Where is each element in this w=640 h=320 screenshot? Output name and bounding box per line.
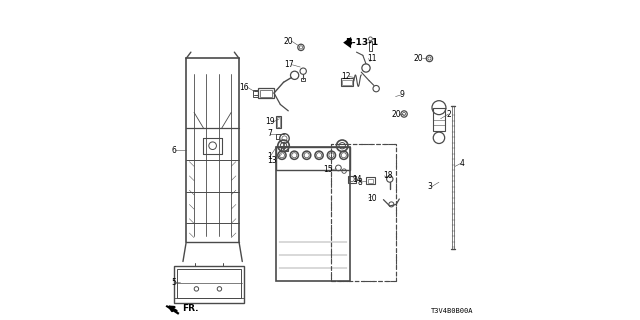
Text: 12: 12 xyxy=(341,72,351,81)
Text: 16: 16 xyxy=(239,83,248,92)
Bar xyxy=(342,80,352,85)
Text: 14: 14 xyxy=(353,174,362,184)
Text: 7: 7 xyxy=(267,129,272,138)
Bar xyxy=(177,269,241,298)
Bar xyxy=(174,266,244,303)
Bar xyxy=(276,117,280,127)
Bar xyxy=(366,178,375,184)
Bar xyxy=(258,88,274,98)
Text: 20: 20 xyxy=(284,36,293,45)
Bar xyxy=(340,78,353,86)
Bar xyxy=(282,146,287,151)
Polygon shape xyxy=(343,37,351,48)
Text: FR.: FR. xyxy=(182,304,198,313)
Text: 9: 9 xyxy=(399,91,404,100)
Bar xyxy=(331,144,396,281)
Bar xyxy=(276,116,282,128)
Text: 15: 15 xyxy=(324,165,333,174)
Bar xyxy=(276,147,350,281)
Text: 5: 5 xyxy=(172,278,177,287)
Text: 20: 20 xyxy=(391,109,401,118)
Bar xyxy=(369,41,372,51)
Bar xyxy=(301,78,305,81)
Text: B-13-1: B-13-1 xyxy=(345,38,378,47)
Text: 3: 3 xyxy=(428,182,433,191)
Text: 19: 19 xyxy=(266,117,275,126)
Bar xyxy=(331,144,396,281)
Bar xyxy=(348,176,356,183)
Bar xyxy=(433,108,445,132)
Text: 18: 18 xyxy=(383,172,392,180)
Polygon shape xyxy=(166,305,179,315)
Text: 13: 13 xyxy=(268,156,277,164)
Text: 10: 10 xyxy=(367,194,376,203)
Text: 1: 1 xyxy=(267,152,271,161)
Text: 11: 11 xyxy=(367,54,376,63)
Text: T3V4B0B00A: T3V4B0B00A xyxy=(431,308,474,314)
Bar xyxy=(260,90,273,97)
Text: 8: 8 xyxy=(357,178,362,187)
Bar xyxy=(276,147,350,170)
Bar xyxy=(367,179,373,183)
Text: 4: 4 xyxy=(460,159,465,168)
Text: 20: 20 xyxy=(413,54,423,63)
Text: 6: 6 xyxy=(172,146,177,155)
Text: 17: 17 xyxy=(284,60,294,69)
Bar xyxy=(253,90,258,97)
Text: 2: 2 xyxy=(447,109,452,118)
